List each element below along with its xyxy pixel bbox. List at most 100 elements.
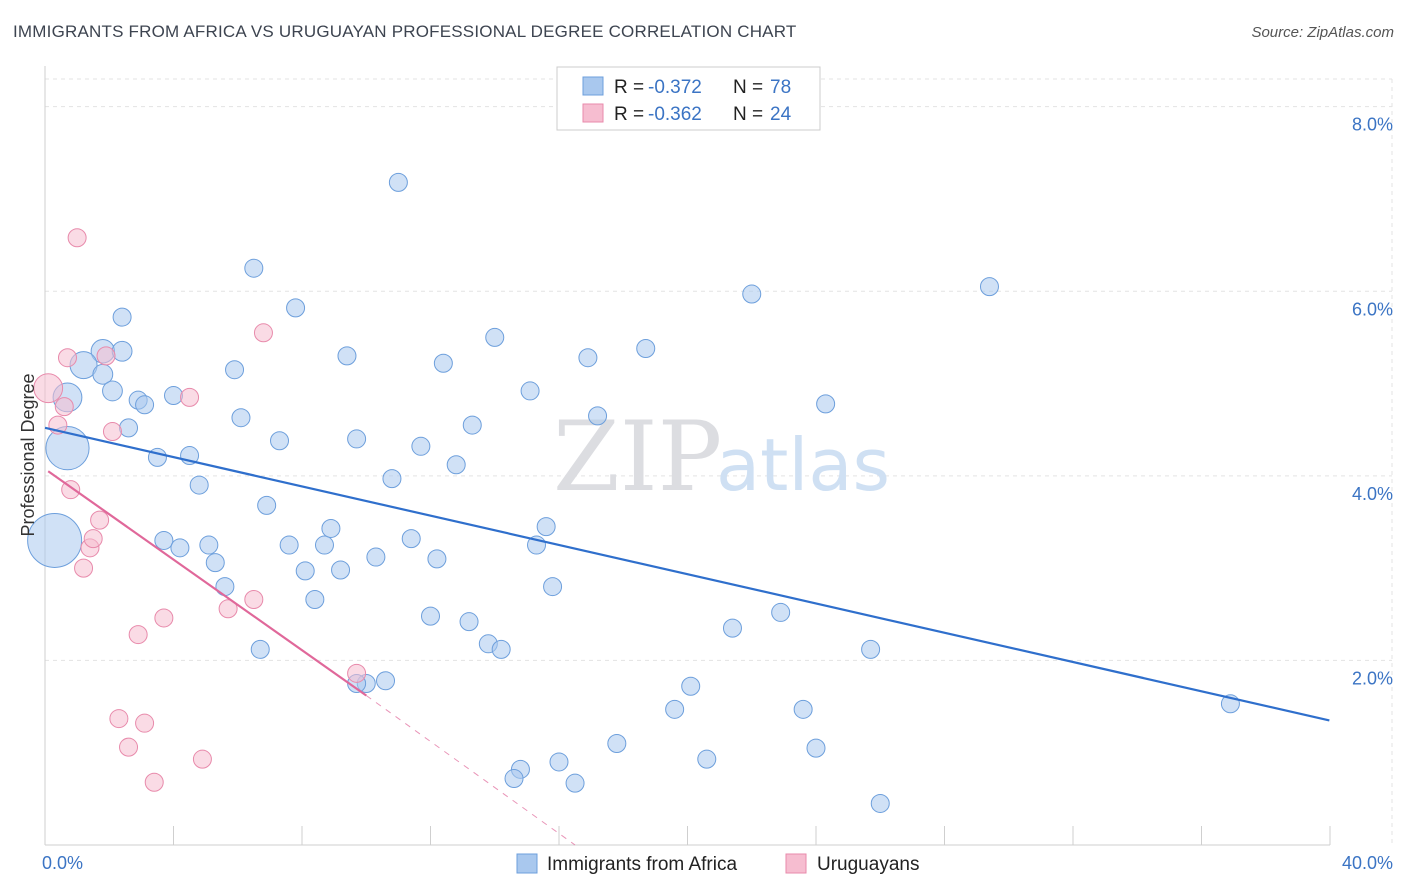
y-axis-title: Professional Degree (18, 373, 38, 536)
legend-r-value-1: -0.372 (648, 77, 702, 98)
africa-point (215, 577, 235, 597)
uruguayan-point (192, 749, 212, 769)
legend: R = -0.372 N = 78 R = -0.362 N = 24 (556, 66, 821, 131)
africa-point (446, 455, 466, 475)
legend-r-value-2: -0.362 (648, 104, 702, 125)
africa-point (520, 381, 540, 401)
y-tick-label: 8.0% (1352, 115, 1393, 135)
uruguayan-point (33, 373, 64, 404)
africa-point (411, 436, 431, 456)
bottom-legend-swatch-africa (516, 853, 538, 874)
africa-point (337, 346, 357, 366)
x-tick-label-min: 0.0% (42, 853, 83, 873)
bottom-legend-label-africa: Immigrants from Africa (547, 854, 737, 875)
y-tick-label: 6.0% (1352, 299, 1393, 319)
africa-point (462, 415, 482, 435)
watermark-atlas: atlas (716, 423, 890, 507)
uruguayan-point (96, 346, 116, 366)
uruguayan-trend-line (47, 470, 367, 697)
africa-point (565, 773, 585, 793)
axes: 2.0% 4.0% 6.0% 8.0% 0.0% 40.0% (42, 66, 1393, 873)
africa-point (588, 406, 608, 426)
legend-n-label-2: N = (733, 104, 763, 125)
africa-point (244, 258, 264, 278)
africa-point (366, 547, 386, 567)
uruguayan-point (74, 558, 94, 578)
trend-lines (44, 426, 1330, 846)
uruguayan-point (180, 387, 200, 407)
africa-point (771, 602, 791, 622)
africa-point (331, 560, 351, 580)
x-tick-label-max: 40.0% (1342, 853, 1393, 873)
uruguayan-point (135, 713, 155, 733)
watermark-zip: ZIP (553, 401, 722, 513)
africa-point (189, 475, 209, 495)
africa-point (536, 517, 556, 537)
africa-point (250, 639, 270, 659)
africa-point (427, 549, 447, 569)
uruguayan-point (83, 529, 103, 549)
africa-point (347, 429, 367, 449)
bottom-legend: Immigrants from Africa Uruguayans (516, 853, 919, 875)
africa-point (388, 172, 408, 192)
uruguayan-point (57, 348, 77, 368)
uruguayan-point (253, 323, 273, 343)
uruguayan-point (54, 397, 74, 417)
data-points (27, 172, 1240, 813)
africa-point (979, 277, 999, 297)
africa-point (401, 529, 421, 549)
africa-point (135, 395, 155, 415)
africa-point (793, 699, 813, 719)
africa-point (742, 284, 762, 304)
chart-source: Source: ZipAtlas.com (1251, 24, 1394, 41)
africa-point (549, 752, 569, 772)
africa-point (485, 327, 505, 347)
uruguayan-trend-extension (365, 695, 576, 846)
uruguayan-point (90, 510, 110, 530)
africa-point (578, 348, 598, 368)
uruguayan-point (119, 737, 139, 757)
legend-n-value-2: 24 (770, 104, 792, 125)
africa-point (459, 612, 479, 632)
bottom-legend-swatch-uruguayans (785, 853, 807, 874)
africa-point (321, 518, 341, 538)
africa-point (421, 606, 440, 626)
africa-point (199, 535, 219, 555)
uruguayan-point (67, 228, 87, 248)
uruguayan-point (102, 422, 122, 442)
uruguayan-point (244, 590, 264, 610)
africa-point (112, 307, 132, 327)
legend-r-label-1: R = (614, 77, 644, 98)
africa-point (27, 512, 83, 568)
africa-point (722, 618, 742, 638)
y-tick-label: 4.0% (1352, 484, 1393, 504)
africa-point (279, 535, 299, 555)
africa-point (382, 469, 402, 489)
africa-point (607, 733, 627, 753)
africa-point (870, 793, 890, 813)
y-tick-label: 2.0% (1352, 668, 1393, 688)
africa-point (270, 431, 290, 451)
uruguayan-point (154, 608, 174, 628)
africa-point (543, 577, 563, 597)
uruguayan-point (128, 625, 148, 645)
africa-point (170, 538, 190, 558)
africa-trend-line (44, 426, 1330, 722)
africa-point (491, 639, 511, 659)
uruguayan-point (347, 663, 367, 683)
africa-point (231, 408, 251, 428)
uruguayan-point (109, 709, 129, 729)
legend-n-label-1: N = (733, 77, 763, 98)
africa-point (636, 338, 656, 358)
africa-point (697, 749, 717, 769)
africa-point (164, 386, 183, 406)
africa-point (861, 639, 881, 659)
africa-point (504, 769, 524, 789)
legend-n-value-1: 78 (770, 77, 791, 98)
africa-point (102, 380, 123, 402)
legend-swatch-blue (582, 76, 604, 96)
africa-point (665, 699, 685, 719)
africa-point (257, 495, 277, 515)
africa-point (681, 676, 701, 696)
